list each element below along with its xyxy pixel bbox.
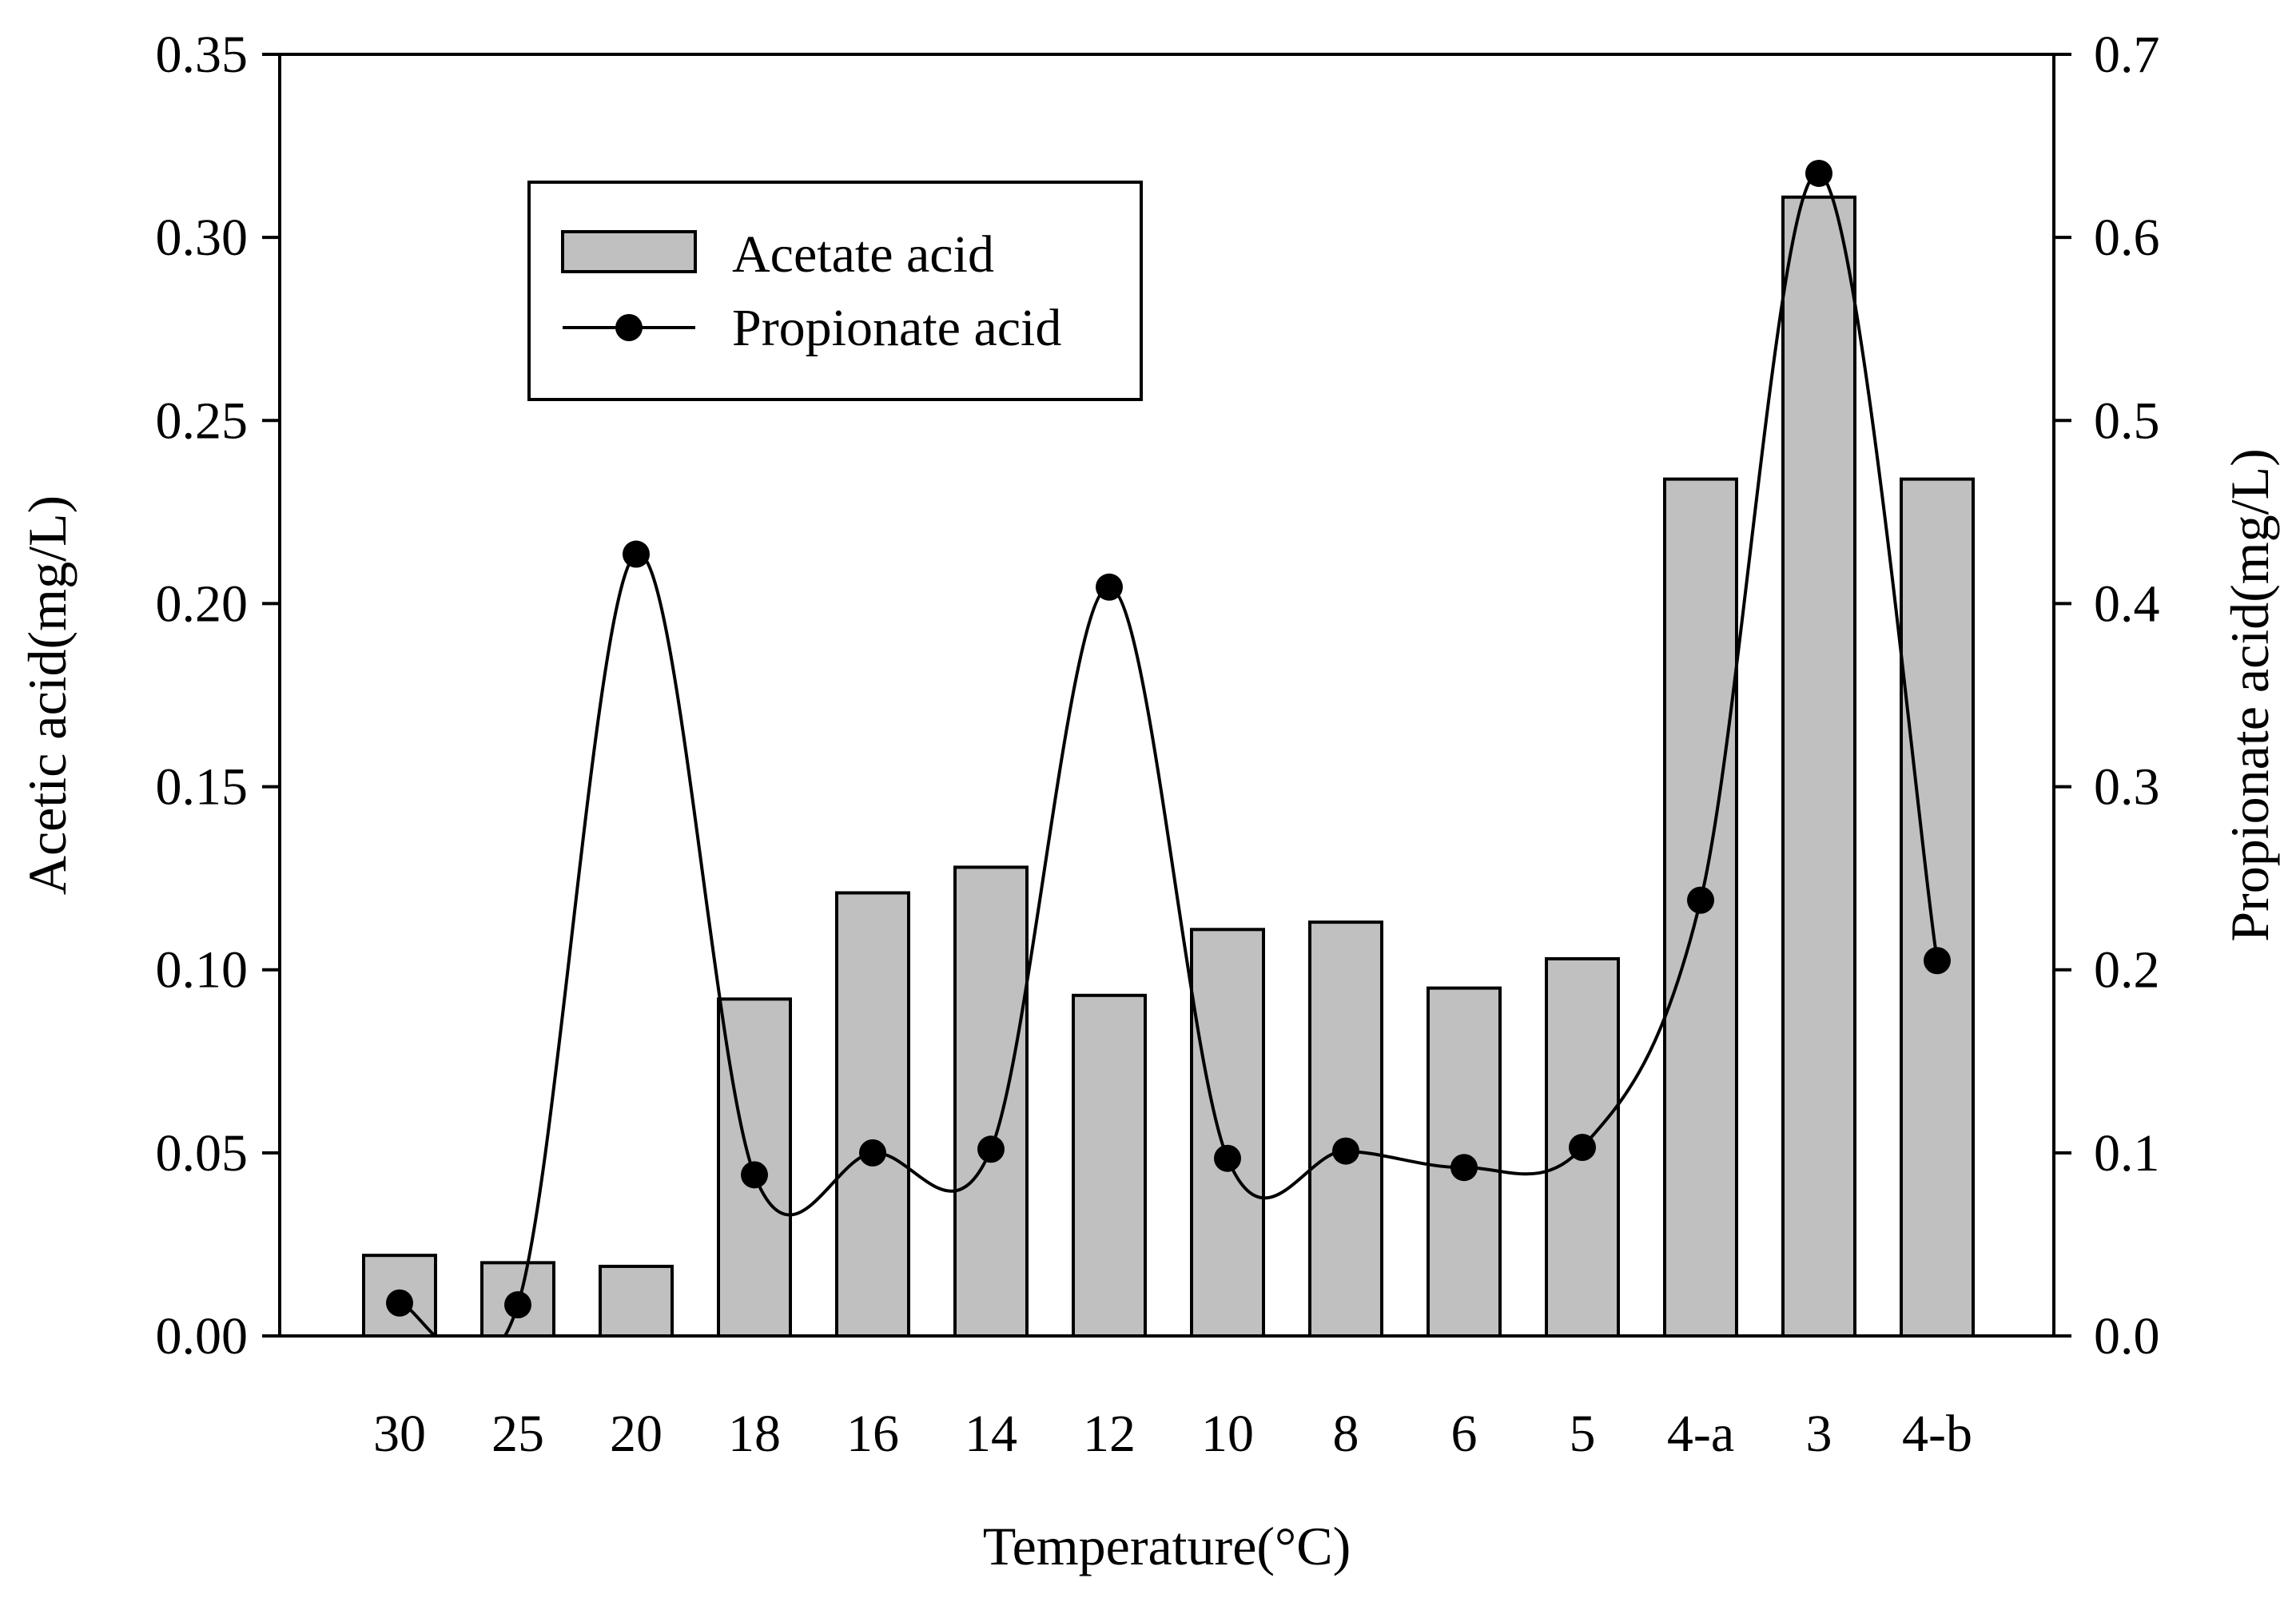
y2-tick-label: 0.5 [2094,392,2160,450]
y2-axis-title: Propionate acid(mg/L) [2219,448,2280,941]
legend: Acetate acid Propionate acid [527,181,1143,401]
y-axis-title: Acetic acid(mg/L) [17,495,78,895]
x-tick-label: 4-a [1667,1405,1734,1463]
x-tick-label: 25 [491,1405,544,1463]
point-30 [386,1289,413,1317]
x-axis-title: Temperature(°C) [983,1516,1351,1576]
point-4-b [1924,947,1951,975]
x-axis-tick-labels: 30 25 20 18 16 14 12 10 8 6 5 4-a 3 4-b [373,1405,1972,1463]
y-tick-label: 0.30 [156,209,249,267]
points-layer [386,159,1951,1319]
y-tick-label: 0.25 [156,392,249,450]
legend-bar-swatch [561,230,697,273]
y-tick-label: 0.00 [156,1307,249,1365]
bar-12 [1072,993,1147,1338]
x-tick-label: 8 [1333,1405,1359,1463]
x-tick-label: 16 [846,1405,899,1463]
point-18 [741,1161,768,1189]
right-axis-ticks: 0.0 0.1 0.2 0.3 0.4 0.5 0.6 0.7 [2054,26,2160,1365]
point-14 [977,1135,1005,1163]
legend-label-propionate: Propionate acid [732,299,1061,357]
point-25 [504,1291,531,1319]
legend-box [527,181,1143,401]
bar-20 [599,1264,674,1338]
point-20 [623,540,650,568]
y-tick-label: 0.35 [156,26,249,84]
plot-frame [278,53,2055,1338]
x-tick-label: 14 [965,1405,1017,1463]
y2-tick-label: 0.7 [2094,26,2160,84]
point-3 [1805,159,1832,187]
legend-label-acetate: Acetate acid [732,225,994,284]
bar-16 [835,891,910,1338]
y-tick-label: 0.15 [156,758,249,817]
x-tick-label: 18 [728,1405,781,1463]
bar-10 [1190,928,1265,1338]
y-tick-label: 0.05 [156,1124,249,1183]
x-tick-label: 12 [1083,1405,1136,1463]
point-10 [1214,1144,1241,1172]
y2-tick-label: 0.0 [2094,1307,2160,1365]
y-tick-label: 0.10 [156,941,249,1000]
y2-tick-label: 0.1 [2094,1124,2160,1183]
point-16 [859,1139,886,1167]
x-tick-label: 5 [1570,1405,1596,1463]
bar-8 [1308,920,1383,1338]
point-6 [1450,1154,1478,1182]
x-tick-label: 4-b [1902,1405,1972,1463]
bar-4-b [1900,477,1975,1338]
y2-tick-label: 0.4 [2094,574,2160,633]
point-4-a [1687,886,1714,914]
x-tick-label: 3 [1806,1405,1832,1463]
bar-3 [1781,195,1856,1338]
point-8 [1332,1137,1359,1165]
bar-14 [953,865,1029,1338]
point-5 [1569,1133,1596,1161]
y2-tick-label: 0.3 [2094,758,2160,817]
x-tick-label: 30 [373,1405,426,1463]
point-12 [1096,573,1123,601]
y-tick-label: 0.20 [156,574,249,633]
x-tick-label: 20 [610,1405,663,1463]
x-tick-label: 6 [1451,1405,1478,1463]
legend-marker [615,314,643,341]
y2-tick-label: 0.6 [2094,209,2160,267]
x-tick-label: 10 [1201,1405,1254,1463]
left-axis-ticks: 0.00 0.05 0.10 0.15 0.20 0.25 0.30 0.35 [156,26,280,1365]
y2-tick-label: 0.2 [2094,941,2160,1000]
